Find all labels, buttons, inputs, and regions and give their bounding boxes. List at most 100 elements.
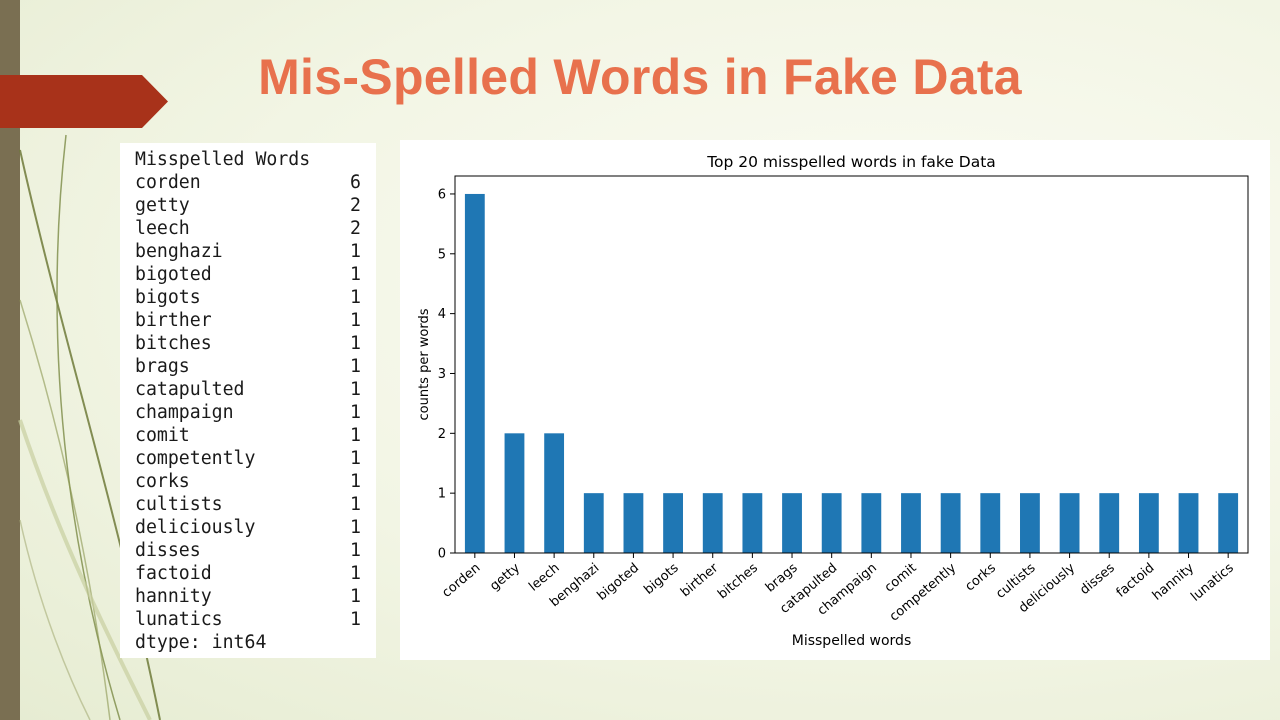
table-row: deliciously 1 <box>135 516 361 539</box>
table-row: corks 1 <box>135 470 361 493</box>
y-tick-label: 1 <box>438 487 446 502</box>
table-row-word: lunatics <box>135 609 223 630</box>
table-row-word: competently <box>135 448 256 469</box>
bar-corks <box>980 493 1001 553</box>
table-row-word: comit <box>135 425 190 446</box>
table-row-count: 2 <box>350 195 361 216</box>
bar-deliciously <box>1059 493 1080 553</box>
bar-bigots <box>663 493 683 553</box>
table-row: champaign 1 <box>135 401 361 424</box>
table-row: lunatics 1 <box>135 608 361 631</box>
table-row-word: leech <box>135 218 190 239</box>
bar-lunatics <box>1218 493 1239 553</box>
table-row: competently 1 <box>135 447 361 470</box>
table-row-word: cultists <box>135 494 223 515</box>
table-row-word: bitches <box>135 333 212 354</box>
table-row-count: 6 <box>350 172 361 193</box>
bar-bigoted <box>623 493 644 553</box>
y-tick-label: 3 <box>438 367 446 382</box>
table-row-count: 1 <box>350 494 361 515</box>
table-row: catapulted 1 <box>135 378 361 401</box>
bar-birther <box>702 493 723 553</box>
table-row: brags 1 <box>135 355 361 378</box>
accent-arrow <box>0 75 168 128</box>
bar-disses <box>1099 493 1120 553</box>
table-row-word: benghazi <box>135 241 223 262</box>
table-row-word: corks <box>135 471 190 492</box>
table-row-word: factoid <box>135 563 212 584</box>
table-header: Misspelled Words <box>135 149 311 170</box>
table-row-word: bigoted <box>135 264 212 285</box>
y-axis-label: counts per words <box>417 308 432 420</box>
y-tick-label: 6 <box>438 187 446 202</box>
table-row-word: catapulted <box>135 379 245 400</box>
table-row-count: 1 <box>350 264 361 285</box>
bar-catapulted <box>821 493 842 553</box>
y-tick-label: 5 <box>438 247 446 262</box>
table-row-word: corden <box>135 172 201 193</box>
table-footer: dtype: int64 <box>135 632 267 653</box>
table-row: birther 1 <box>135 309 361 332</box>
left-decor-bar <box>0 0 20 720</box>
table-row-count: 1 <box>350 563 361 584</box>
table-row-count: 2 <box>350 218 361 239</box>
table-row: bigots 1 <box>135 286 361 309</box>
table-row: getty 2 <box>135 194 361 217</box>
x-axis-label: Misspelled words <box>792 633 912 649</box>
chart-background <box>400 140 1270 660</box>
y-tick-label: 4 <box>438 307 446 322</box>
series-text: Misspelled Words corden 6 getty 2 leech 2 bengh… <box>135 148 361 654</box>
table-row-count: 1 <box>350 241 361 262</box>
table-row-word: brags <box>135 356 190 377</box>
series-table: Misspelled Words corden 6 getty 2 leech 2 bengh… <box>120 143 376 658</box>
table-row-word: bigots <box>135 287 201 308</box>
bar-brags <box>782 493 802 553</box>
bar-getty <box>504 433 525 553</box>
table-row-count: 1 <box>350 310 361 331</box>
table-row-count: 1 <box>350 379 361 400</box>
table-row: bigoted 1 <box>135 263 361 286</box>
table-row-count: 1 <box>350 471 361 492</box>
table-row-count: 1 <box>350 356 361 377</box>
bar-comit <box>901 493 921 553</box>
table-row: disses 1 <box>135 539 361 562</box>
table-row-count: 1 <box>350 540 361 561</box>
bar-champaign <box>861 493 882 553</box>
bar-competently <box>940 493 961 553</box>
bar-benghazi <box>583 493 604 553</box>
table-row-count: 1 <box>350 402 361 423</box>
table-row: bitches 1 <box>135 332 361 355</box>
table-row-count: 1 <box>350 425 361 446</box>
slide-title: Mis-Spelled Words in Fake Data <box>258 49 1022 105</box>
bar-corden <box>464 193 485 553</box>
bar-cultists <box>1020 493 1040 553</box>
table-row: factoid 1 <box>135 562 361 585</box>
table-row-count: 1 <box>350 333 361 354</box>
bar-bitches <box>742 493 763 553</box>
table-row-word: disses <box>135 540 201 561</box>
table-row-word: birther <box>135 310 212 331</box>
table-row-count: 1 <box>350 287 361 308</box>
table-row: comit 1 <box>135 424 361 447</box>
bar-hannity <box>1178 493 1199 553</box>
plot-frame <box>454 175 1249 554</box>
y-tick-label: 2 <box>438 427 446 442</box>
table-row-count: 1 <box>350 609 361 630</box>
table-row-word: hannity <box>135 586 212 607</box>
table-row: benghazi 1 <box>135 240 361 263</box>
table-row-word: deliciously <box>135 517 256 538</box>
table-row: leech 2 <box>135 217 361 240</box>
table-row: corden 6 <box>135 171 361 194</box>
table-row-word: champaign <box>135 402 234 423</box>
table-row-word: getty <box>135 195 190 216</box>
table-row-count: 1 <box>350 517 361 538</box>
y-tick-label: 0 <box>438 547 446 562</box>
table-row: hannity 1 <box>135 585 361 608</box>
table-row: cultists 1 <box>135 493 361 516</box>
chart-title: Top 20 misspelled words in fake Data <box>706 153 996 171</box>
bar-factoid <box>1138 493 1159 553</box>
table-row-count: 1 <box>350 586 361 607</box>
bar-leech <box>544 433 565 553</box>
